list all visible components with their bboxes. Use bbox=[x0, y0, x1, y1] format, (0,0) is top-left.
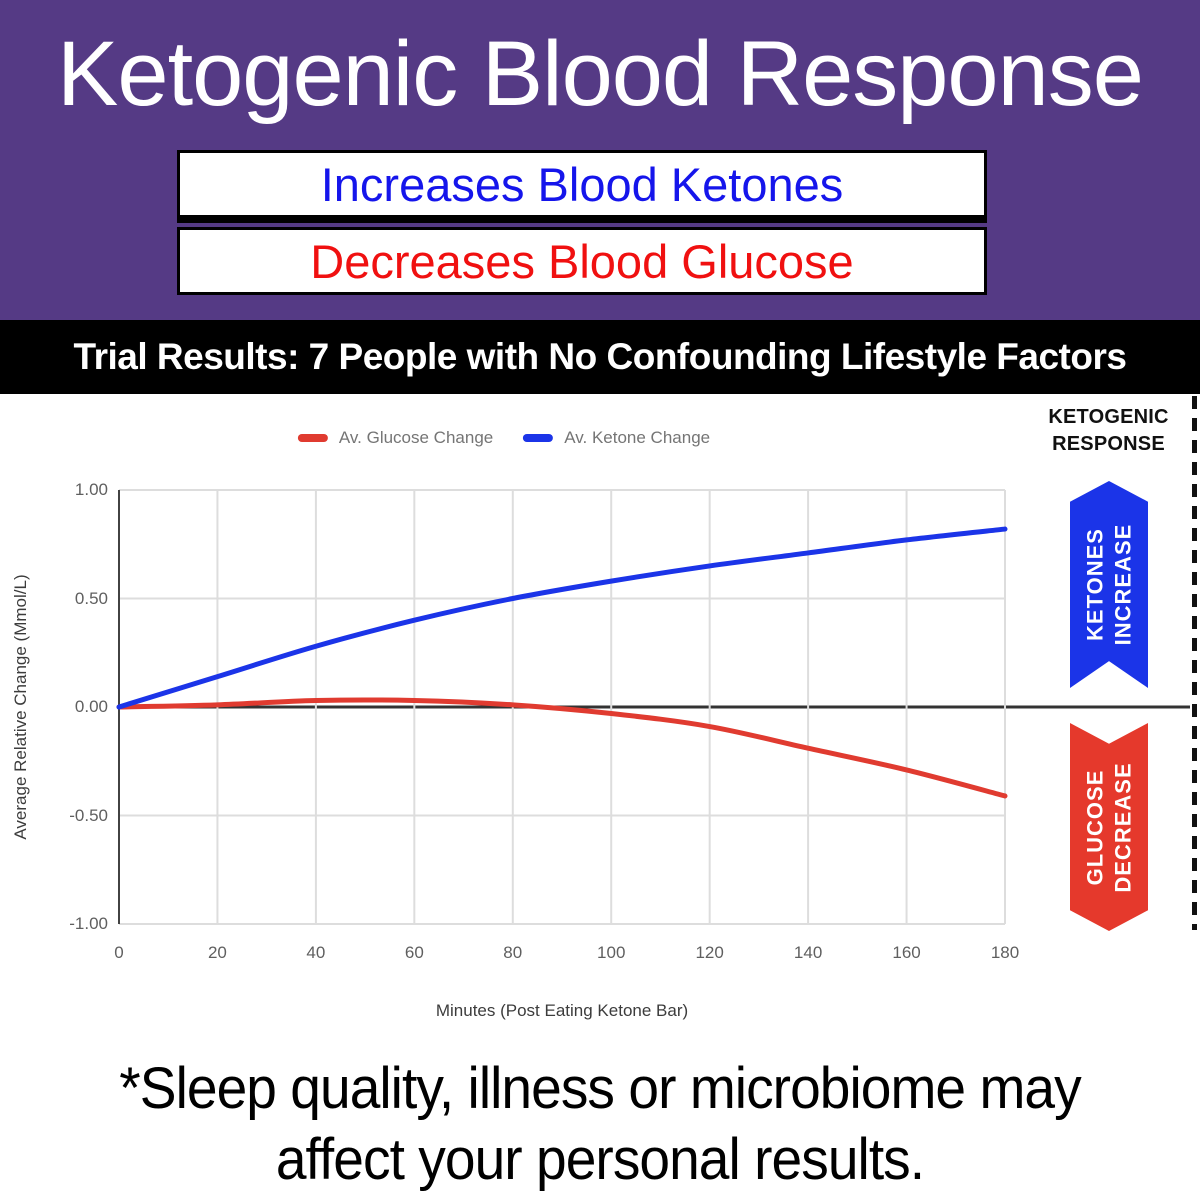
line-chart-svg bbox=[116, 489, 1190, 925]
trial-results-bar: Trial Results: 7 People with No Confound… bbox=[0, 320, 1200, 394]
y-tick-label--1.00: -1.00 bbox=[69, 914, 108, 933]
x-tick-label-80: 80 bbox=[503, 943, 523, 962]
ketones-increase-arrow-icon: KETONES INCREASE bbox=[1070, 481, 1148, 688]
x-tick-label-20: 20 bbox=[207, 943, 227, 962]
x-tick-label-120: 120 bbox=[695, 943, 724, 962]
glucose-banner: Decreases Blood Glucose bbox=[177, 227, 987, 295]
x-axis-title: Minutes (Post Eating Ketone Bar) bbox=[435, 1001, 689, 1020]
y-tick-label-1.00: 1.00 bbox=[74, 480, 108, 499]
legend-swatch-icon bbox=[523, 434, 554, 442]
ketogenic-response-line1: KETOGENIC bbox=[1048, 406, 1169, 428]
chart-section: Av. Glucose Change Av. Ketone Change Aver… bbox=[0, 394, 1200, 1040]
glucose-decrease-label-line2: DECREASE bbox=[1110, 761, 1135, 893]
legend-swatch-icon bbox=[297, 434, 328, 442]
legend-label: Av. Ketone Change bbox=[564, 428, 711, 447]
ketones-banner-label: Increases Blood Ketones bbox=[320, 157, 844, 211]
dashed-crop-border bbox=[1192, 396, 1197, 930]
chart-legend: Av. Glucose Change Av. Ketone Change bbox=[297, 428, 710, 448]
glucose-decrease-label-line1: GLUCOSE bbox=[1082, 769, 1108, 885]
x-tick-label-60: 60 bbox=[404, 943, 424, 962]
y-tick-label-0.50: 0.50 bbox=[74, 588, 108, 608]
x-tick-label-180: 180 bbox=[990, 943, 1020, 962]
footnote-line2: affect your personal results. bbox=[275, 1126, 925, 1192]
x-tick-label-100: 100 bbox=[597, 943, 626, 962]
ketones-increase-label-line1: KETONES bbox=[1082, 528, 1108, 641]
ketones-increase-label-line2: INCREASE bbox=[1110, 523, 1135, 646]
x-tick-label-40: 40 bbox=[306, 943, 326, 962]
legend-label: Av. Glucose Change bbox=[338, 428, 494, 447]
footnote-line1: *Sleep quality, illness or microbiome ma… bbox=[119, 1056, 1081, 1121]
footnote: *Sleep quality, illness or microbiome ma… bbox=[0, 1040, 1200, 1200]
trial-results-text: Trial Results: 7 People with No Confound… bbox=[73, 336, 1127, 377]
glucose-decrease-label-wrap: GLUCOSE DECREASE bbox=[1070, 723, 1148, 931]
header-banner: Ketogenic Blood Response Increases Blood… bbox=[0, 0, 1200, 320]
x-tick-label-160: 160 bbox=[892, 943, 921, 962]
glucose-banner-label: Decreases Blood Glucose bbox=[310, 234, 854, 288]
page-title: Ketogenic Blood Response bbox=[57, 23, 1144, 125]
ketogenic-response-line2: RESPONSE bbox=[1052, 433, 1165, 455]
ketogenic-response-heading: KETOGENIC RESPONSE bbox=[1040, 404, 1177, 458]
legend-item-av-glucose-change: Av. Glucose Change bbox=[297, 428, 494, 448]
ketones-increase-label-wrap: KETONES INCREASE bbox=[1070, 481, 1148, 688]
legend-item-av-ketone-change: Av. Ketone Change bbox=[523, 428, 710, 448]
series-line-av-glucose-change bbox=[116, 697, 1008, 799]
x-tick-label-0: 0 bbox=[114, 943, 124, 962]
y-tick-label-0.00: 0.00 bbox=[74, 697, 108, 716]
ketones-banner: Increases Blood Ketones bbox=[177, 150, 987, 218]
glucose-decrease-arrow-icon: GLUCOSE DECREASE bbox=[1070, 723, 1148, 931]
x-tick-label-140: 140 bbox=[793, 943, 823, 962]
series-line-av-ketone-change bbox=[116, 526, 1008, 710]
y-tick-label--0.50: -0.50 bbox=[69, 805, 108, 825]
